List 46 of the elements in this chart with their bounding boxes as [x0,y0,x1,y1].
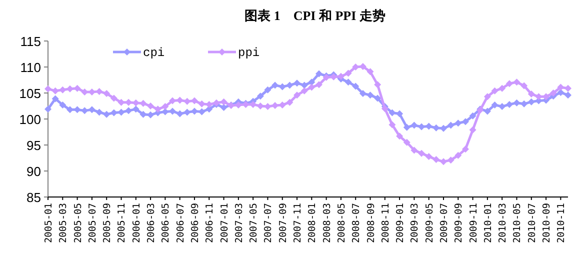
x-tick-label: 2008-09 [366,202,377,244]
x-tick-label: 2009-03 [410,203,421,244]
y-tick-label: 115 [20,34,41,49]
x-tick-label: 2005-05 [72,203,84,244]
x-tick-label: 2005-09 [102,202,114,244]
x-tick-label: 2009-09 [454,202,465,244]
chart-title: 图表 1 CPI 和 PPI 走势 [244,8,386,23]
x-tick-label: 2006-07 [175,203,186,244]
x-tick-label: 2007-05 [248,203,260,244]
x-tick-label: 2005-11 [116,202,128,244]
x-tick-label: 2010-07 [526,203,538,244]
x-tick-label: 2005-07 [87,203,98,244]
x-tick-label: 2008-03 [322,203,333,244]
x-tick-label: 2009-01 [395,202,406,244]
x-tick-label: 2006-01 [131,202,142,244]
y-tick-label: 90 [26,164,41,179]
x-tick-label: 2010-09 [542,202,553,244]
x-tick-label: 2009-05 [424,203,436,244]
x-tick-label: 2005-03 [58,203,70,244]
x-tick-label: 2008-01 [307,202,318,244]
x-tick-label: 2008-11 [380,202,392,244]
x-tick-label: 2010-11 [556,202,568,244]
x-tick-label: 2010-03 [498,203,509,244]
legend-label: ppi [238,46,260,60]
x-tick-label: 2008-07 [351,203,362,244]
x-tick-label: 2006-09 [190,202,201,244]
x-tick-label: 2007-11 [292,202,304,244]
x-tick-label: 2006-05 [160,203,172,244]
y-tick-label: 95 [26,138,41,153]
x-tick-label: 2007-03 [234,203,245,244]
x-tick-label: 2009-11 [468,202,480,244]
x-tick-label: 2006-11 [204,202,216,244]
x-tick-label: 2008-05 [336,203,348,244]
x-tick-label: 2006-03 [146,203,158,244]
x-tick-label: 2007-09 [278,202,289,244]
y-tick-label: 110 [20,60,41,75]
legend-label: cpi [143,46,165,60]
y-tick-label: 85 [26,190,41,205]
x-tick-label: 2007-01 [219,202,230,244]
x-tick-label: 2007-07 [263,203,274,244]
y-tick-label: 100 [19,112,41,127]
x-tick-label: 2009-07 [438,203,450,244]
x-tick-label: 2005-01 [44,202,54,244]
y-tick-label: 105 [19,86,41,101]
x-tick-label: 2010-01 [482,202,494,244]
x-tick-label: 2010-05 [512,203,524,244]
